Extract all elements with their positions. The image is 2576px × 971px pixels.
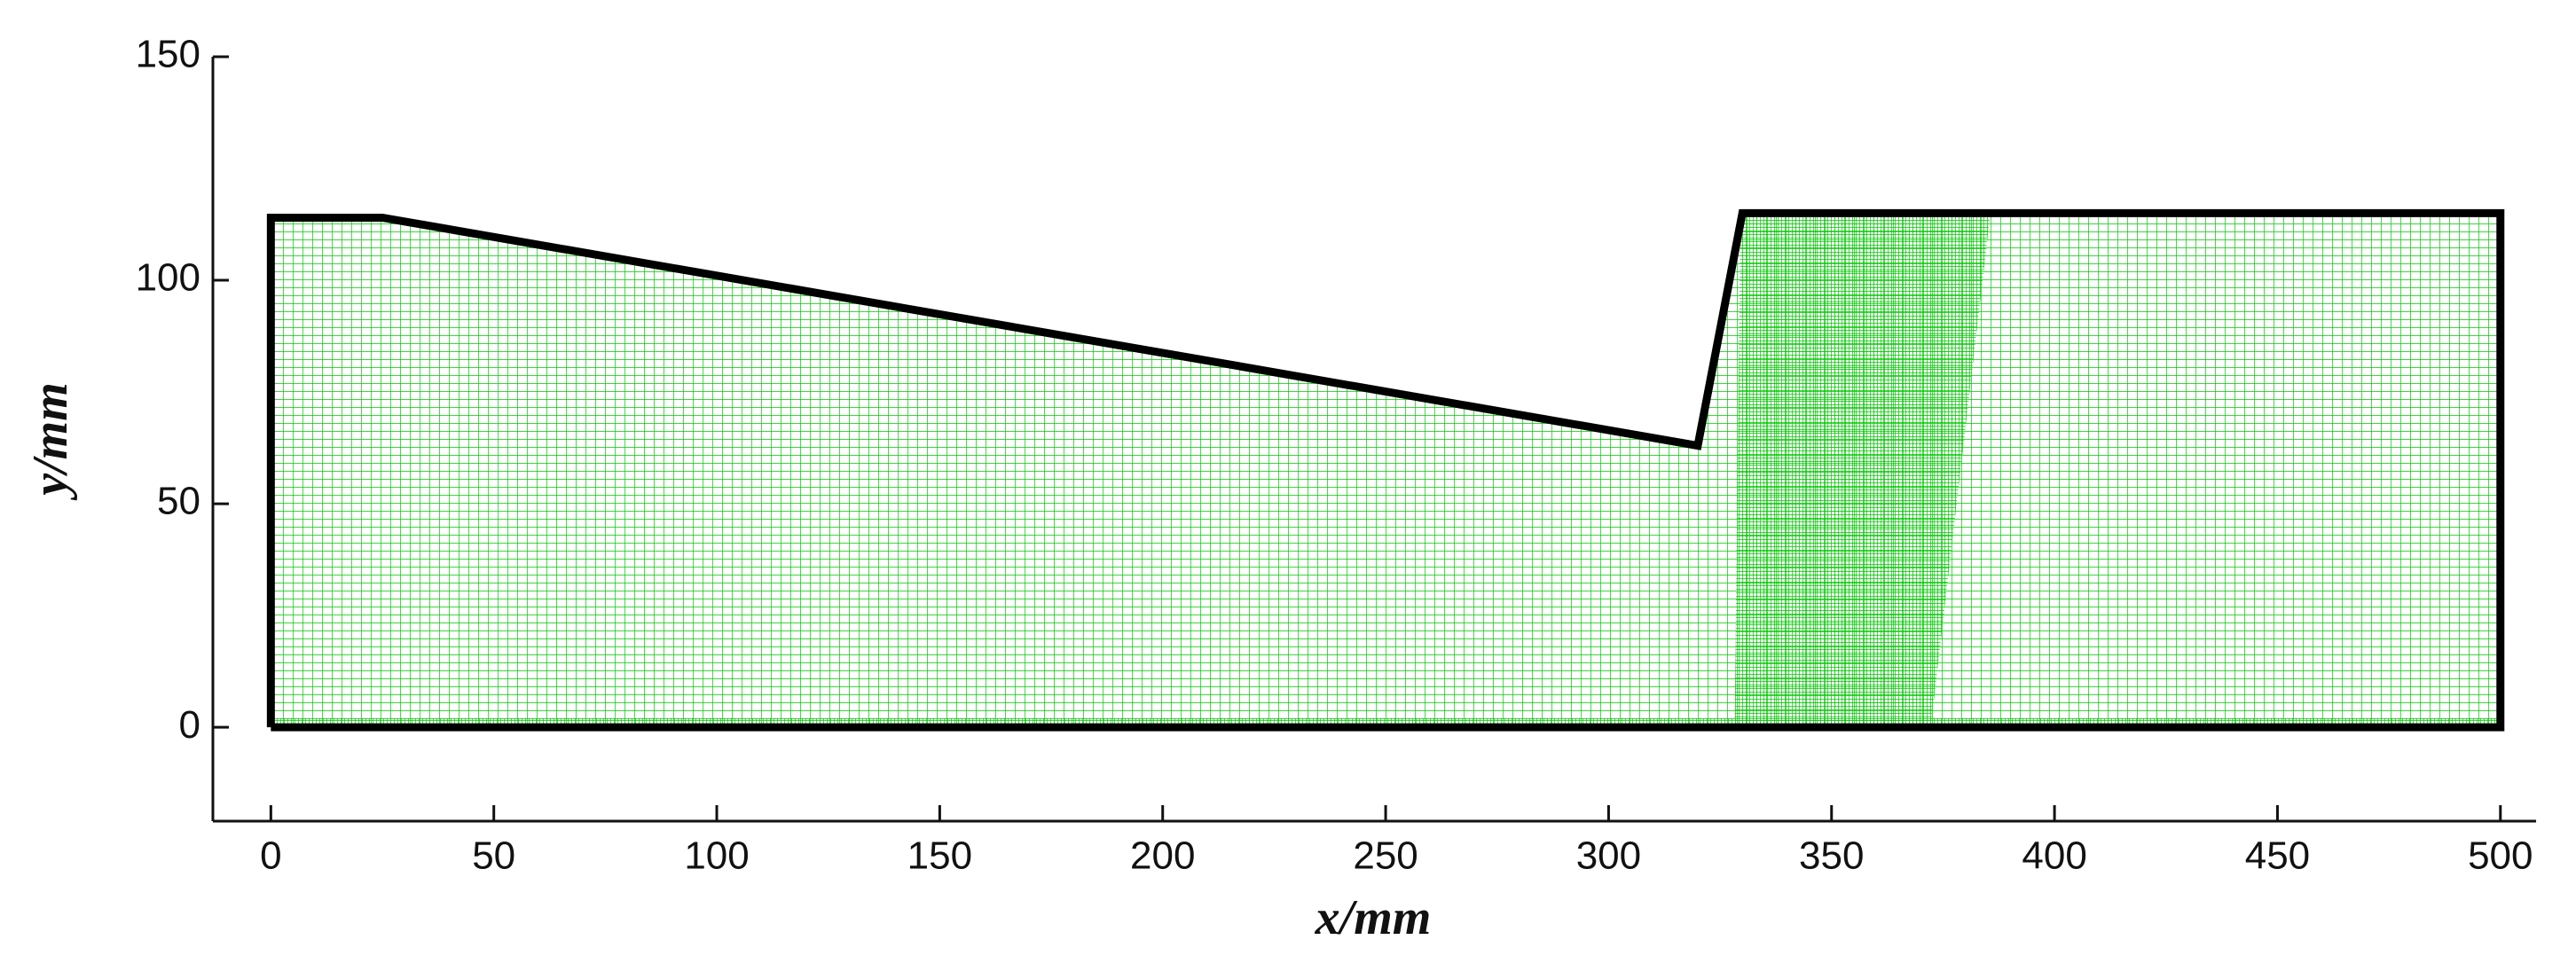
outline — [266, 208, 2505, 732]
x-tick-label: 0 — [260, 834, 281, 878]
y-tick-label: 0 — [179, 703, 200, 747]
x-tick-label: 450 — [2245, 834, 2310, 878]
mesh — [271, 213, 2501, 728]
x-axis-title: x/mm — [1315, 890, 1432, 945]
mesh-wall-band — [271, 718, 2501, 728]
x-tick-label: 50 — [472, 834, 515, 878]
x-tick-label: 300 — [1576, 834, 1641, 878]
y-tick-label: 50 — [157, 480, 200, 523]
x-tick-label: 100 — [684, 834, 749, 878]
x-tick-label: 500 — [2468, 834, 2533, 878]
mesh-dense-region — [1733, 213, 2009, 728]
y-axis-title: y/mm — [23, 382, 78, 501]
x-tick-label: 350 — [1799, 834, 1864, 878]
x-tick-label: 250 — [1353, 834, 1418, 878]
y-tick-label: 150 — [136, 33, 200, 76]
x-tick-label: 200 — [1130, 834, 1195, 878]
y-tick-label: 100 — [136, 256, 200, 300]
mesh-fill — [271, 213, 2501, 728]
x-tick-label: 150 — [907, 834, 972, 878]
x-tick-label: 400 — [2022, 834, 2086, 878]
